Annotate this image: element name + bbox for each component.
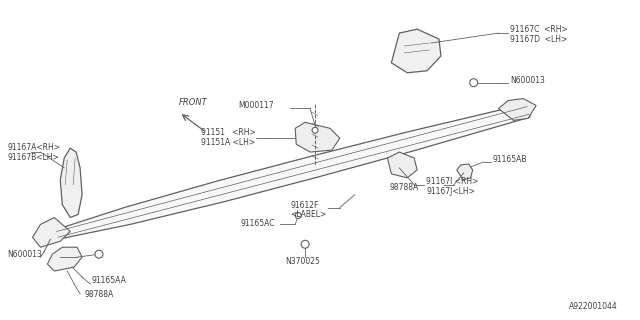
Text: 91167A<RH>: 91167A<RH>	[8, 143, 61, 152]
Text: 91165AB: 91165AB	[493, 156, 527, 164]
Circle shape	[312, 127, 318, 133]
Polygon shape	[392, 29, 441, 73]
Text: A922001044: A922001044	[569, 302, 618, 311]
Circle shape	[295, 212, 301, 219]
Text: 91167J<LH>: 91167J<LH>	[426, 187, 475, 196]
Text: 91165AC: 91165AC	[241, 219, 275, 228]
Polygon shape	[457, 164, 473, 180]
Text: N370025: N370025	[285, 257, 320, 266]
Text: M000117: M000117	[239, 101, 275, 110]
Text: FRONT: FRONT	[179, 99, 207, 108]
Text: 91612F: 91612F	[291, 201, 319, 210]
Text: 91165AA: 91165AA	[92, 276, 127, 285]
Text: 91167D  <LH>: 91167D <LH>	[510, 35, 568, 44]
Polygon shape	[56, 104, 530, 239]
Polygon shape	[33, 218, 70, 247]
Text: 98788A: 98788A	[84, 290, 113, 299]
Text: <LABEL>: <LABEL>	[291, 210, 326, 219]
Polygon shape	[387, 152, 417, 178]
Polygon shape	[60, 148, 82, 218]
Text: 91167B<LH>: 91167B<LH>	[8, 153, 60, 162]
Circle shape	[301, 240, 309, 248]
Text: N600013: N600013	[510, 76, 545, 85]
Text: 91151A <LH>: 91151A <LH>	[201, 138, 255, 147]
Polygon shape	[499, 99, 536, 120]
Polygon shape	[295, 122, 340, 152]
Text: 91167I <RH>: 91167I <RH>	[426, 177, 479, 186]
Text: N600013: N600013	[8, 250, 43, 259]
Circle shape	[95, 250, 103, 258]
Polygon shape	[47, 247, 82, 271]
Text: 98788A: 98788A	[389, 183, 419, 192]
Circle shape	[470, 79, 477, 87]
Text: 91167C  <RH>: 91167C <RH>	[510, 25, 568, 34]
Text: 91151   <RH>: 91151 <RH>	[201, 128, 256, 137]
